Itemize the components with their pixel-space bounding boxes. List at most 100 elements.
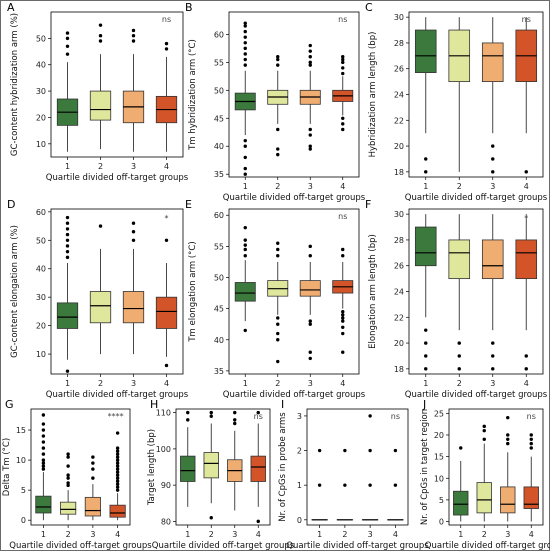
- y-tick-label: 3: [297, 412, 302, 421]
- iqr-box: [500, 487, 515, 513]
- outlier-point: [233, 418, 236, 421]
- outlier-point: [318, 483, 321, 486]
- outlier-point: [424, 354, 427, 357]
- outlier-point: [276, 316, 279, 319]
- x-axis-label: Quartile divided off-target groups: [152, 541, 295, 551]
- y-tick-label: 45: [214, 305, 224, 314]
- y-tick-label: 90: [161, 481, 171, 490]
- y-tick-label: 5: [21, 486, 26, 495]
- outlier-point: [42, 452, 45, 455]
- outlier-point: [116, 470, 119, 473]
- iqr-box: [36, 496, 51, 513]
- x-tick-label: 2: [98, 162, 103, 171]
- iqr-box: [482, 43, 503, 82]
- y-tick-label: 30: [36, 293, 46, 302]
- outlier-point: [233, 422, 236, 425]
- iqr-box: [482, 240, 503, 279]
- x-tick-label: 1: [423, 182, 428, 191]
- panel-label: B: [185, 1, 193, 14]
- box-group-4: [156, 42, 176, 152]
- outlier-point: [66, 256, 69, 259]
- outlier-point: [116, 458, 119, 461]
- outlier-point: [116, 461, 119, 464]
- x-tick-label: 4: [340, 182, 345, 191]
- iqr-box: [156, 297, 176, 328]
- outlier-point: [244, 52, 247, 55]
- outlier-point: [42, 428, 45, 431]
- outlier-point: [309, 245, 312, 248]
- y-tick-label: 35: [214, 170, 224, 179]
- y-tick-label: 10: [434, 474, 444, 483]
- x-tick-label: 3: [131, 379, 136, 388]
- y-tick-label: 24: [394, 91, 404, 100]
- y-tick-label: 10: [36, 350, 46, 359]
- x-axis-label: Quartile divided off-target groups: [223, 390, 366, 400]
- box-group-1: [415, 214, 436, 370]
- outlier-point: [165, 239, 168, 242]
- box-group-1: [235, 226, 255, 332]
- x-tick-label: 2: [457, 379, 462, 388]
- outlier-point: [506, 438, 509, 441]
- y-tick-label: 1: [297, 481, 302, 490]
- outlier-point: [276, 322, 279, 325]
- outlier-point: [244, 226, 247, 229]
- outlier-point: [66, 52, 69, 55]
- outlier-point: [116, 431, 119, 434]
- outlier-point: [116, 473, 119, 476]
- outlier-point: [491, 157, 494, 160]
- outlier-point: [116, 485, 119, 488]
- iqr-box: [85, 497, 100, 516]
- box-group-3: [85, 455, 100, 520]
- outlier-point: [42, 464, 45, 467]
- panel-label: G: [5, 398, 14, 411]
- y-tick-label: 60: [214, 211, 224, 220]
- y-tick-label: 110: [156, 409, 171, 418]
- outlier-point: [341, 117, 344, 120]
- y-tick-label: 80: [161, 517, 171, 526]
- box-group-2: [60, 452, 75, 520]
- outlier-point: [116, 464, 119, 467]
- y-tick-label: 20: [36, 322, 46, 331]
- outlier-point: [99, 34, 102, 37]
- x-tick-label: 3: [490, 182, 495, 191]
- box-group-1: [415, 17, 436, 173]
- outlier-point: [244, 58, 247, 61]
- outlier-point: [132, 34, 135, 37]
- outlier-point: [42, 458, 45, 461]
- iqr-box: [415, 227, 436, 266]
- y-tick-label: 40: [214, 336, 224, 345]
- box-group-3: [300, 245, 320, 360]
- outlier-point: [424, 367, 427, 370]
- outlier-point: [530, 438, 533, 441]
- outlier-point: [276, 63, 279, 66]
- significance-label: *: [165, 214, 169, 223]
- outlier-point: [368, 414, 371, 417]
- panel-label: E: [185, 198, 192, 211]
- outlier-point: [309, 128, 312, 131]
- outlier-point: [458, 367, 461, 370]
- outlier-point: [525, 367, 528, 370]
- x-tick-label: 3: [232, 530, 237, 539]
- box-group-2: [204, 411, 219, 520]
- iqr-box: [90, 91, 110, 120]
- x-axis-label: Quartile divided off-target groups: [223, 193, 366, 203]
- outlier-point: [506, 433, 509, 436]
- box-group-2: [268, 242, 288, 364]
- outlier-point: [368, 483, 371, 486]
- y-axis-label: Hybridization arm length (bp): [368, 32, 378, 158]
- outlier-point: [309, 147, 312, 150]
- iqr-box: [90, 292, 110, 323]
- plot-frame: [51, 209, 183, 374]
- y-tick-label: 22: [394, 313, 404, 322]
- outlier-point: [341, 310, 344, 313]
- y-tick-label: 20: [36, 113, 46, 122]
- outlier-point: [341, 72, 344, 75]
- box-group-1: [312, 449, 328, 520]
- outlier-point: [186, 411, 189, 414]
- outlier-point: [309, 61, 312, 64]
- x-tick-label: 4: [115, 530, 120, 539]
- outlier-point: [210, 411, 213, 414]
- y-axis-label: Nr. of CpGs in target region: [420, 409, 430, 525]
